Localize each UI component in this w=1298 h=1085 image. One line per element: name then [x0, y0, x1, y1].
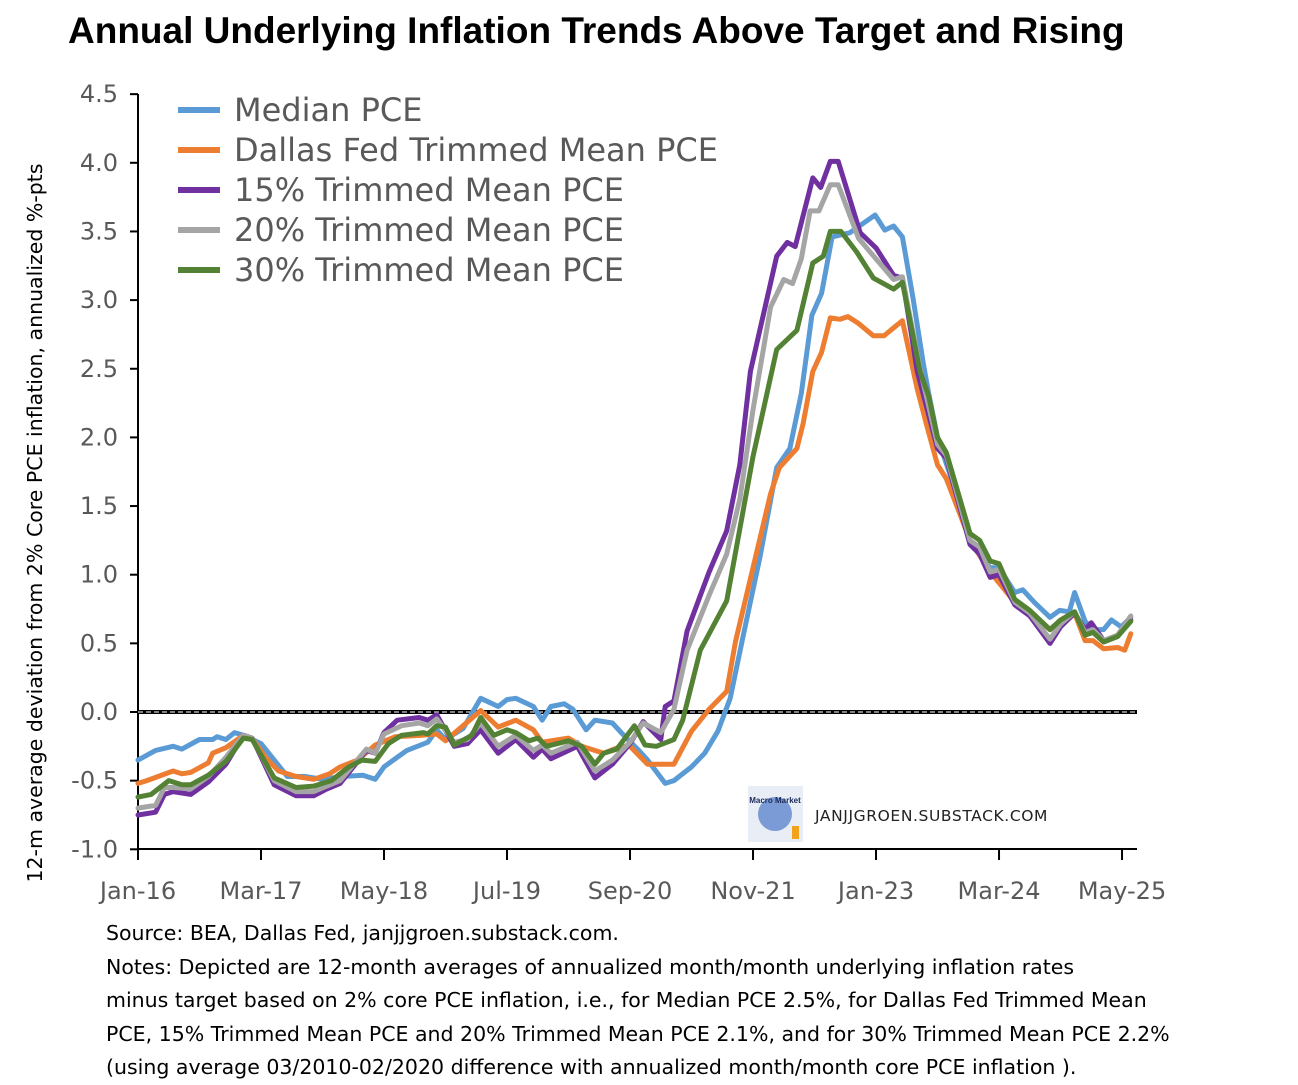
watermark-text: JANJJGROEN.SUBSTACK.COM	[814, 807, 1048, 825]
x-tick-label: Jul-19	[471, 877, 541, 905]
watermark-logo-text: Macro Market	[749, 796, 801, 805]
legend-label: Median PCE	[234, 91, 422, 129]
legend-label: 15% Trimmed Mean PCE	[234, 171, 624, 209]
x-tick-label: Jan-23	[836, 877, 914, 905]
y-tick-label: 4.5	[80, 80, 118, 108]
notes-line: Notes: Depicted are 12-month averages of…	[106, 954, 1075, 979]
x-tick-label: Mar-17	[220, 877, 303, 905]
watermark-logo-bar	[792, 826, 799, 839]
series-line-20-trimmed-mean-pce	[135, 182, 1134, 811]
source-line: Source: BEA, Dallas Fed, janjjgroen.subs…	[106, 921, 619, 945]
x-tick-label: Mar-24	[958, 877, 1041, 905]
y-tick-label: 4.0	[80, 149, 118, 177]
source-notes: Source: BEA, Dallas Fed, janjjgroen.subs…	[106, 917, 1170, 1085]
chart-title: Annual Underlying Inflation Trends Above…	[68, 10, 1125, 51]
y-tick-label: 3.5	[80, 217, 118, 245]
notes-line: (using average 03/2010-02/2020 differenc…	[106, 1055, 1077, 1080]
y-tick-label: -1.0	[71, 835, 118, 863]
watermark-logo-globe	[758, 797, 792, 831]
y-tick-label: -0.5	[71, 767, 118, 795]
axes: -1.0 -0.5 0.0 0.5 1.0 1.5 2.0 2.5 3.0 3.5 4.0 4.5 Ja…	[71, 80, 1166, 905]
series-line-30-trimmed-mean-pce	[135, 228, 1134, 800]
x-tick-label: Nov-21	[710, 877, 795, 905]
notes-line: PCE, 15% Trimmed Mean PCE and 20% Trimme…	[106, 1021, 1170, 1046]
x-tick-label: May-18	[340, 877, 428, 905]
x-tick-label: May-25	[1078, 877, 1166, 905]
y-tick-label: 0.0	[80, 698, 118, 726]
y-tick-label: 1.5	[80, 492, 118, 520]
y-tick-label: 2.5	[80, 355, 118, 383]
y-tick-label: 2.0	[80, 423, 118, 451]
notes-line: minus target based on 2% core PCE inflat…	[106, 988, 1147, 1013]
series-lines	[135, 158, 1134, 818]
legend-label: Dallas Fed Trimmed Mean PCE	[234, 131, 718, 169]
x-tick-label: Jan-16	[98, 877, 176, 905]
y-tick-label: 3.0	[80, 286, 118, 314]
series-line-median-pce	[135, 212, 1134, 786]
legend-label: 20% Trimmed Mean PCE	[234, 211, 624, 249]
y-tick-label: 0.5	[80, 629, 118, 657]
x-tick-label: Sep-20	[588, 877, 672, 905]
y-tick-label: 1.0	[80, 561, 118, 589]
watermark: Macro Market JANJJGROEN.SUBSTACK.COM	[748, 786, 1048, 842]
legend-label: 30% Trimmed Mean PCE	[234, 251, 624, 289]
